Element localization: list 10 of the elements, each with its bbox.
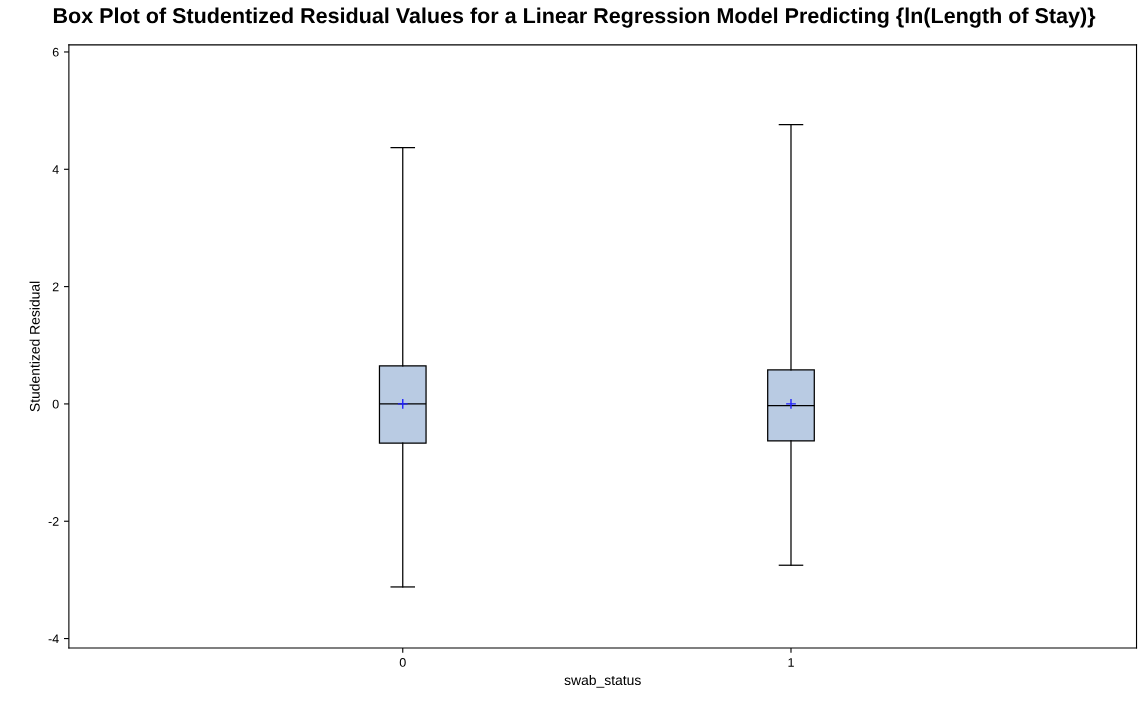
- y-tick-label: -4: [48, 634, 59, 644]
- y-tick-label: -2: [48, 517, 59, 526]
- x-axis-title: swab_status: [564, 674, 641, 688]
- y-tick-label: 6: [52, 47, 59, 57]
- x-tick-label: 1: [788, 658, 794, 667]
- y-tick-label: 4: [52, 165, 59, 174]
- y-tick-label: 2: [52, 282, 59, 292]
- y-axis-title: Studentized Residual: [29, 281, 40, 412]
- y-tick-label: 0: [52, 399, 59, 409]
- chart-title: Box Plot of Studentized Residual Values for a Linear Regression Model Predicting {ln(Length of Stay)}: [53, 7, 1096, 28]
